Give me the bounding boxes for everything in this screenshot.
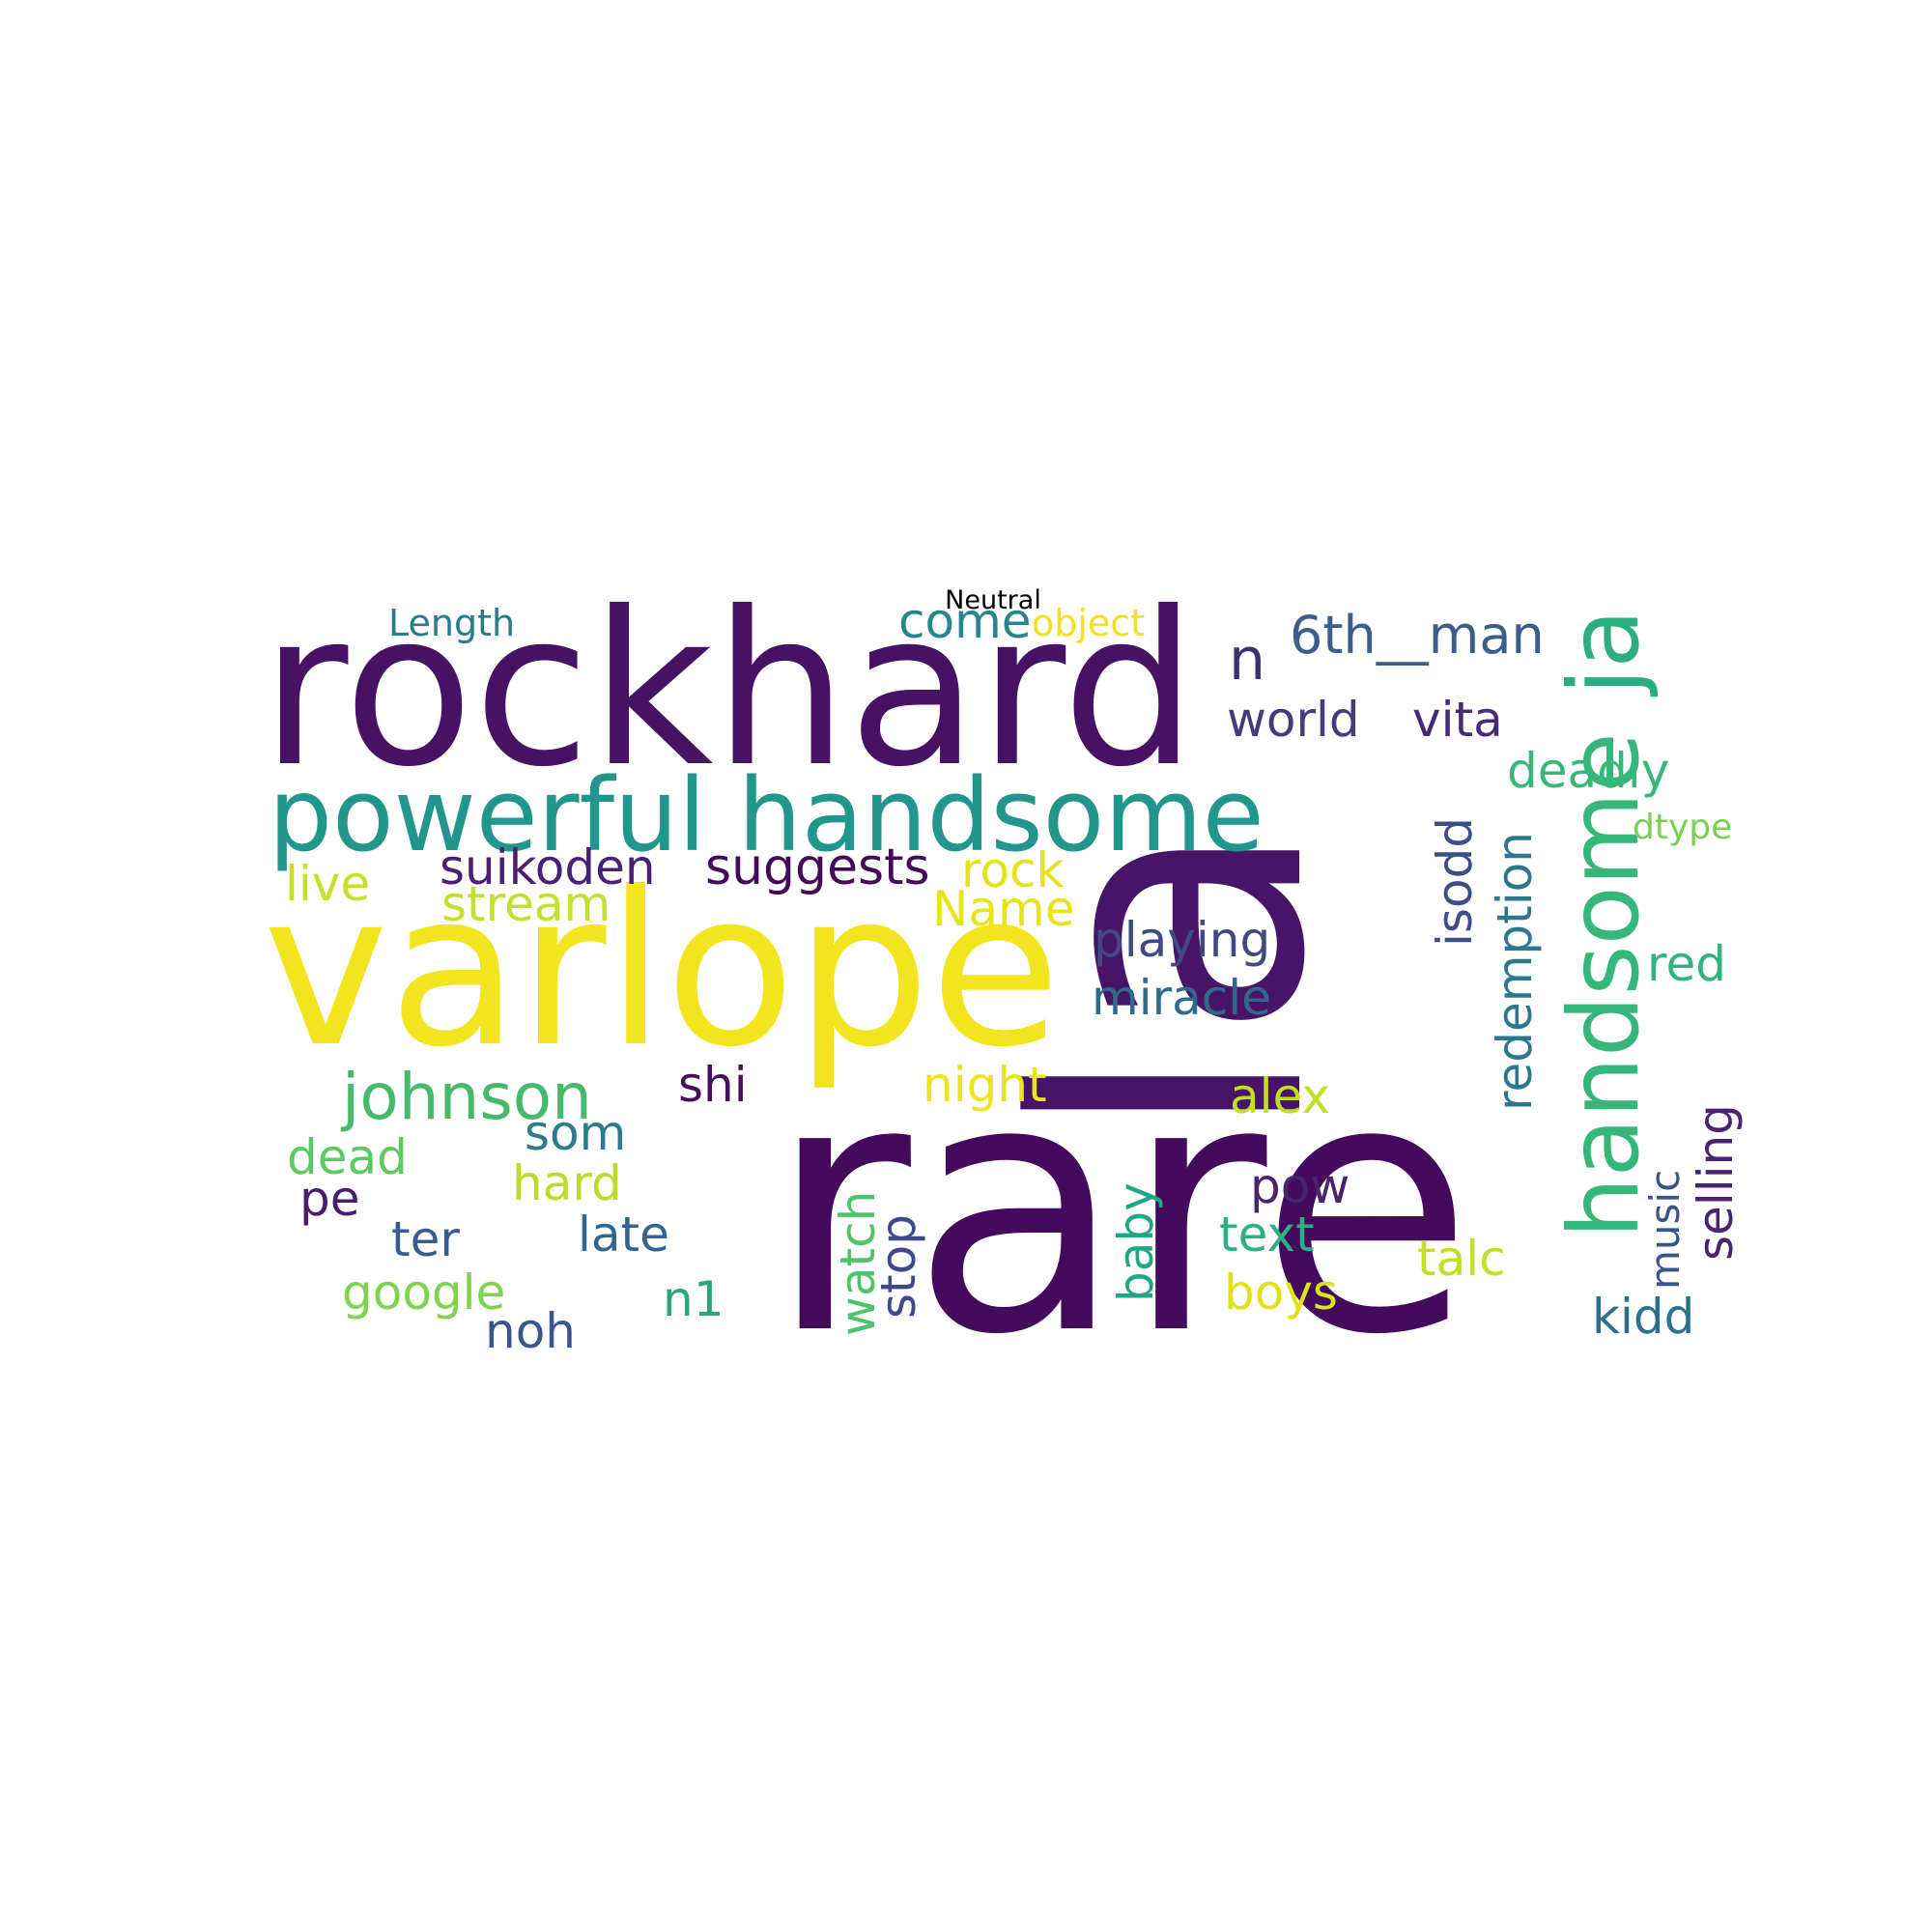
word-live: live bbox=[285, 856, 370, 912]
word-suggests: suggests bbox=[705, 838, 930, 896]
word-varlope: varlope bbox=[263, 846, 1061, 1094]
word-object: object bbox=[1032, 602, 1145, 644]
word-deadly: deadly bbox=[1507, 743, 1669, 799]
word-la: la bbox=[958, 817, 1386, 1144]
word-vita: vita bbox=[1412, 692, 1503, 748]
word-length: Length bbox=[388, 602, 515, 644]
word-stop: stop bbox=[870, 1214, 926, 1319]
word-redemption: redemption bbox=[1487, 832, 1543, 1111]
word-handsome: handsome bbox=[1548, 732, 1661, 1238]
word-pe: pe bbox=[299, 1171, 360, 1227]
word-rare: rare bbox=[768, 1006, 1473, 1410]
word-talc: talc bbox=[1417, 1231, 1506, 1287]
word-watch: watch bbox=[830, 1191, 886, 1336]
word-hard: hard bbox=[512, 1155, 622, 1211]
word-johnson: johnson bbox=[340, 1060, 592, 1134]
word-pow: pow bbox=[1250, 1158, 1350, 1214]
word-night: night bbox=[923, 1057, 1047, 1113]
word-6th-man: 6th__man bbox=[1290, 605, 1545, 666]
word-n1: n1 bbox=[663, 1271, 724, 1327]
word-selling: selling bbox=[1688, 1104, 1744, 1261]
word-music: music bbox=[1641, 1170, 1689, 1290]
word-late: late bbox=[578, 1207, 669, 1263]
word-som: som bbox=[525, 1105, 626, 1161]
word-name: Name bbox=[932, 881, 1075, 937]
word-isodd: isodd bbox=[1427, 817, 1483, 947]
word-ja: ja bbox=[1548, 609, 1661, 696]
word-red: red bbox=[1647, 936, 1726, 992]
word-boys: boys bbox=[1224, 1264, 1338, 1321]
word-ter: ter bbox=[391, 1211, 460, 1267]
word-dtype: dtype bbox=[1633, 808, 1732, 847]
word-suikoden: suikoden bbox=[440, 839, 656, 895]
word-noh: noh bbox=[485, 1303, 576, 1359]
word-shi: shi bbox=[678, 1057, 748, 1113]
word-dead: dead bbox=[287, 1129, 408, 1185]
word-n: n bbox=[1229, 626, 1265, 694]
word-come: come bbox=[898, 593, 1032, 649]
chart-title: Neutral bbox=[945, 585, 1041, 615]
word-text: text bbox=[1219, 1207, 1315, 1263]
word-playing: playing bbox=[1094, 912, 1270, 968]
word-kidd: kidd bbox=[1592, 1289, 1694, 1345]
word-rock: rock bbox=[961, 842, 1065, 898]
word-alex: alex bbox=[1230, 1068, 1330, 1124]
word-rockhard: rockhard bbox=[261, 566, 1197, 813]
word-miracle: miracle bbox=[1092, 970, 1271, 1026]
word-powerful-handsome: powerful handsome bbox=[269, 756, 1264, 874]
word-world: world bbox=[1227, 692, 1360, 748]
word-stream: stream bbox=[441, 876, 611, 932]
word-baby: baby bbox=[1108, 1182, 1164, 1302]
word-google: google bbox=[342, 1264, 505, 1321]
